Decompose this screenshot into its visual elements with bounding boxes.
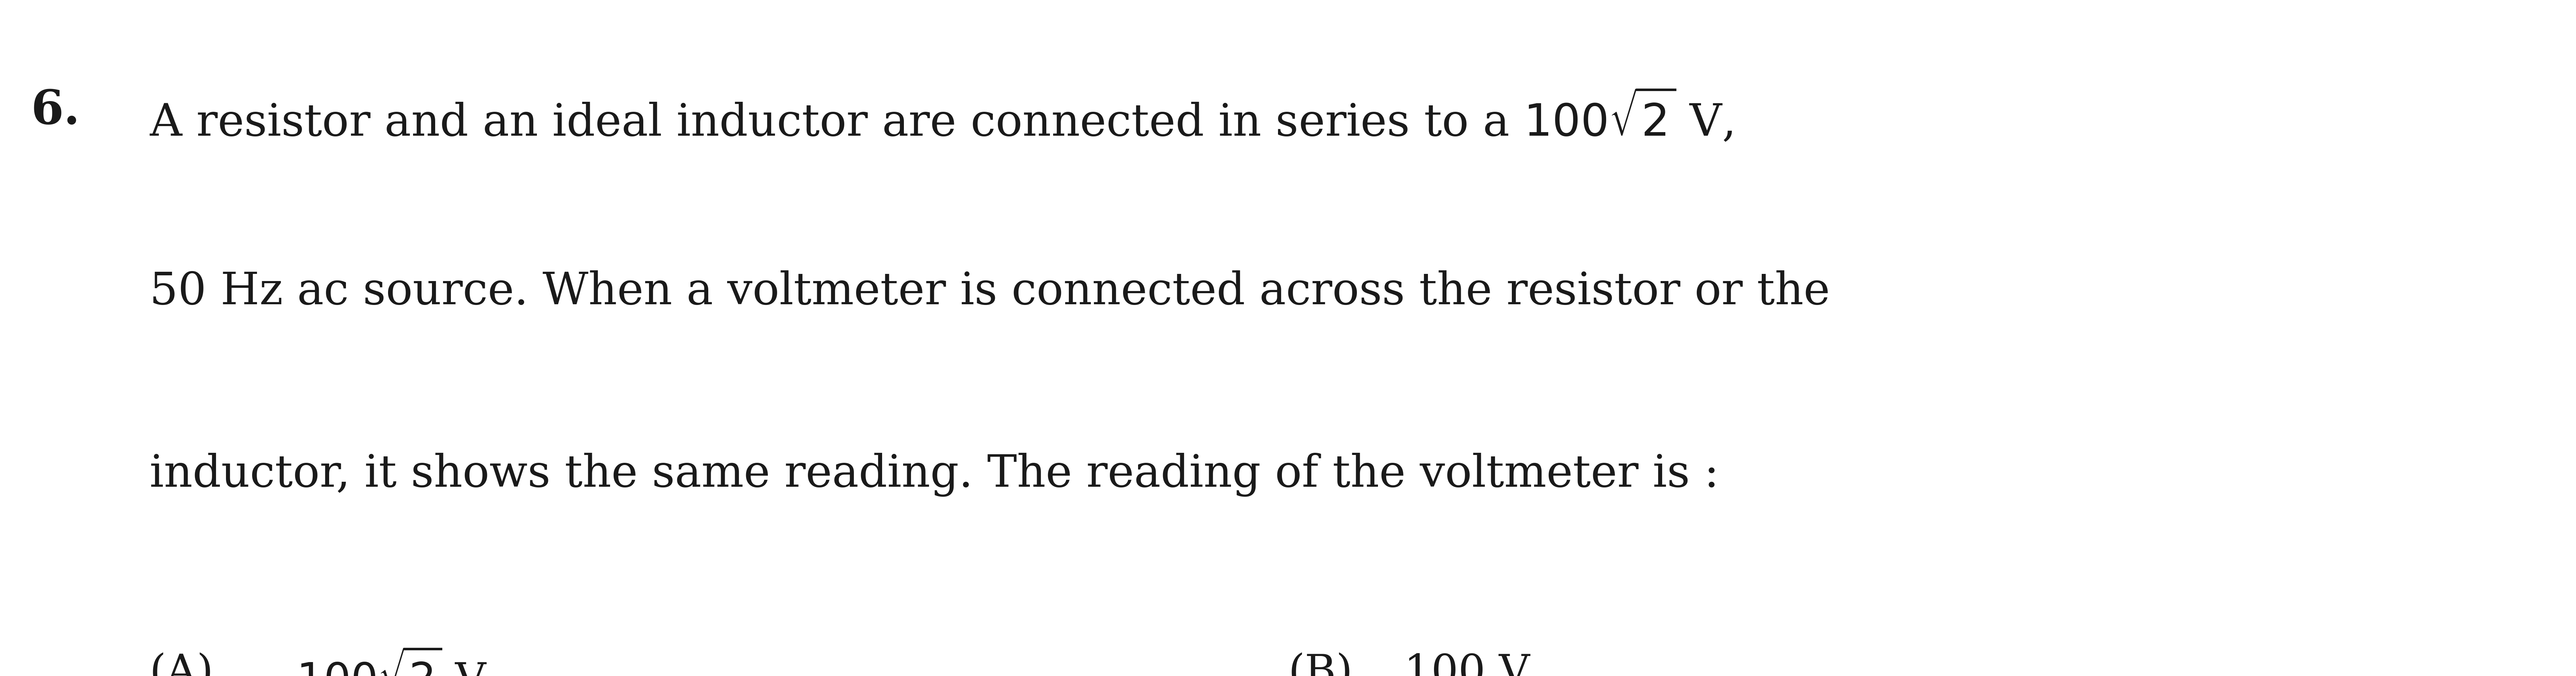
Text: (B): (B) [1288,652,1352,676]
Text: 6.: 6. [31,88,80,134]
Text: $100\sqrt{2}$ V: $100\sqrt{2}$ V [296,652,487,676]
Text: A resistor and an ideal inductor are connected in series to a $100\sqrt{2}$ V,: A resistor and an ideal inductor are con… [149,88,1731,145]
Text: 100 V: 100 V [1404,652,1530,676]
Text: inductor, it shows the same reading. The reading of the voltmeter is :: inductor, it shows the same reading. The… [149,453,1718,497]
Text: 50 Hz ac source. When a voltmeter is connected across the resistor or the: 50 Hz ac source. When a voltmeter is con… [149,270,1829,314]
Text: (A): (A) [149,652,214,676]
